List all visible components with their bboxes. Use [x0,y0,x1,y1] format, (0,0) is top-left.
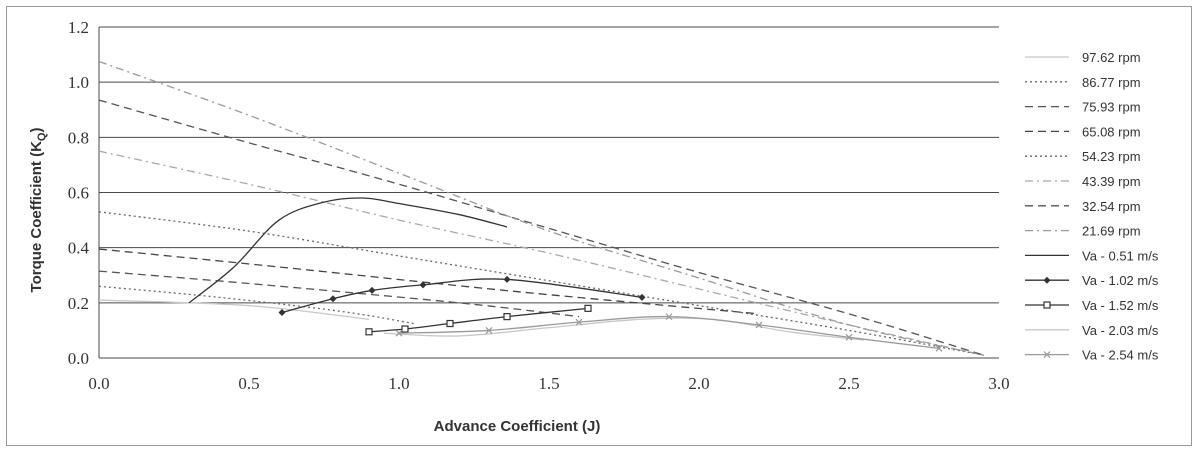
legend-item: Va - 2.54 m/s [1025,348,1159,363]
series-group [98,211,985,356]
square-marker [1043,301,1051,309]
series-group [278,275,646,316]
x-marker [935,344,943,352]
series-group [98,60,985,356]
x-tick-label: 3.0 [988,374,1009,393]
chart-frame: 0.0 0.2 0.4 0.6 0.8 1.0 1.2 0.0 0.5 1.0 1.5 2.0 2.5 3… [6,6,1192,446]
series-line [188,197,508,304]
legend-label: Va - 1.02 m/s [1082,273,1159,288]
legend-item: 21.69 rpm [1025,224,1141,239]
legend-item: 75.93 rpm [1025,100,1141,115]
legend-label: Va - 2.03 m/s [1082,323,1159,338]
x-tick-label: 2.0 [688,374,709,393]
y-tick-label: 0.0 [68,349,89,368]
series-group [98,248,760,315]
series-line [383,317,865,341]
series-line [98,99,985,356]
series-line [398,315,940,349]
legend-label: Va - 1.52 m/s [1082,298,1159,313]
legend-item: Va - 2.03 m/s [1025,323,1159,338]
square-marker [365,328,373,336]
diamond-marker [329,295,337,303]
x-marker [1043,351,1051,359]
legend-label: 54.23 rpm [1082,149,1141,164]
legend-label: Va - 0.51 m/s [1082,248,1159,263]
x-axis-title: Advance Coefficient (J) [434,418,601,435]
x-tick-label: 1.5 [538,374,559,393]
x-tick-label: 0.5 [238,374,259,393]
series-group [98,99,985,356]
x-tick-label: 1.0 [388,374,409,393]
series-line [98,285,415,325]
diamond-marker [278,308,286,316]
legend-label: 43.39 rpm [1082,174,1141,189]
x-tick-label: 0.0 [88,374,109,393]
series-line [98,299,370,321]
y-tick-label: 0.2 [68,294,89,313]
y-tick-label: 0.6 [68,184,89,203]
square-marker [503,313,511,321]
square-marker [401,325,409,333]
diamond-marker [638,293,646,301]
legend-item: 65.08 rpm [1025,124,1141,139]
series-line [98,211,985,356]
legend-item: Va - 1.52 m/s [1025,298,1159,313]
series-group [383,317,865,341]
x-marker [395,329,403,337]
diamond-marker [419,281,427,289]
series-lines [98,60,985,356]
legend-label: Va - 2.54 m/s [1082,348,1159,363]
legend-item: 97.62 rpm [1025,50,1141,65]
gridlines [98,26,999,359]
series-group [188,197,508,304]
y-tick-label: 0.4 [68,239,90,258]
legend-label: 65.08 rpm [1082,124,1141,139]
diamond-marker [368,286,376,294]
series-group [395,313,943,352]
diamond-marker [503,275,511,283]
legend-label: 75.93 rpm [1082,100,1141,115]
legend-label: 32.54 rpm [1082,199,1141,214]
square-marker [446,319,454,328]
square-marker [584,304,592,312]
series-line [98,270,580,318]
series-group [365,304,592,336]
y-axis-title: Torque Coefficient (KQ) [28,128,48,293]
series-line [98,60,985,356]
series-line [98,248,760,315]
x-marker [575,318,583,326]
series-group [98,270,580,318]
x-marker [485,326,493,334]
legend-label: 21.69 rpm [1082,224,1141,239]
legend-item: 43.39 rpm [1025,174,1141,189]
series-line [98,150,985,356]
x-marker [755,321,763,329]
series-group [98,299,370,321]
diamond-marker [1043,276,1051,284]
y-tick-label: 1.2 [68,18,89,37]
legend-item: 54.23 rpm [1025,149,1141,164]
series-group [98,150,985,356]
tick-labels: 0.0 0.2 0.4 0.6 0.8 1.0 1.2 0.0 0.5 1.0 1.5 2.0 2.5 3… [68,18,1010,393]
x-marker [845,333,853,341]
torque-coefficient-chart: 0.0 0.2 0.4 0.6 0.8 1.0 1.2 0.0 0.5 1.0 1.5 2.0 2.5 3… [28,18,1159,435]
legend-item: Va - 0.51 m/s [1025,248,1159,263]
legend-item: 86.77 rpm [1025,75,1141,90]
legend-item: 32.54 rpm [1025,199,1141,214]
x-marker [665,313,673,321]
legend: 97.62 rpm 86.77 rpm 75.93 rpm 65.08 rpm 54.2… [1025,50,1159,363]
y-tick-label: 0.8 [68,128,89,147]
legend-label: 86.77 rpm [1082,75,1141,90]
x-tick-label: 2.5 [838,374,859,393]
y-tick-label: 1.0 [68,73,89,92]
series-group [98,285,415,325]
legend-item: Va - 1.02 m/s [1025,273,1159,288]
legend-label: 97.62 rpm [1082,50,1141,65]
